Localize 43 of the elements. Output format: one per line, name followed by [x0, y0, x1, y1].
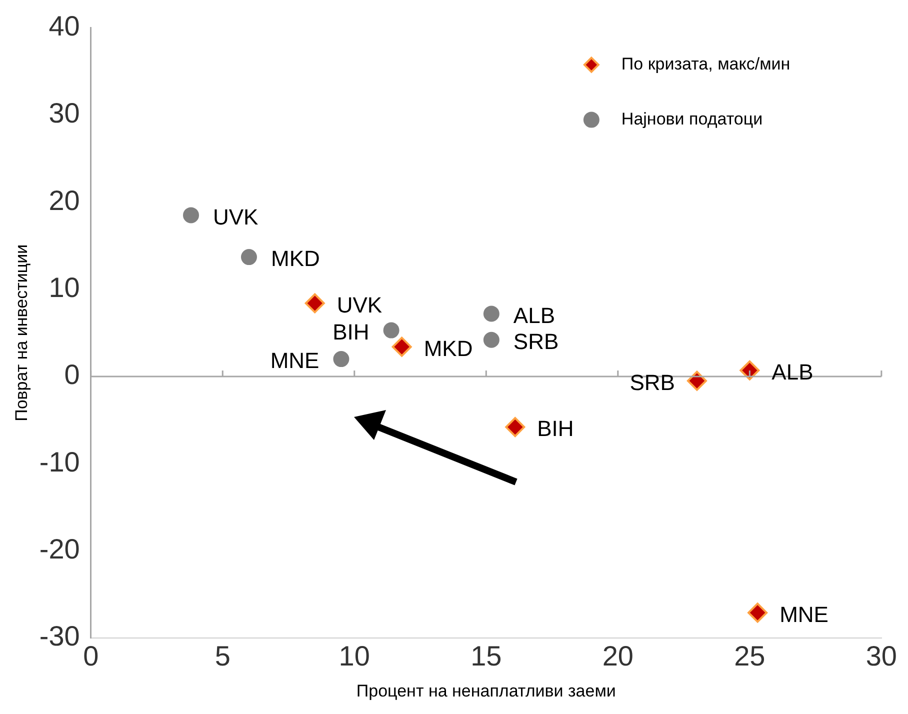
annotation: ALB [513, 302, 556, 328]
annotation: UVK [336, 292, 382, 318]
point [483, 306, 500, 322]
x-tick-label: 10 [338, 640, 370, 672]
y-tick-label: 10 [48, 272, 80, 304]
y-tick-label: -10 [39, 446, 80, 478]
annotation: SRB [630, 370, 675, 395]
point [392, 336, 412, 357]
y-tick-label: 20 [48, 184, 80, 216]
annotation: ALB [772, 359, 814, 384]
x-tick-label: 30 [866, 640, 898, 672]
annotation: MNE [780, 602, 828, 627]
y-tick-label: 30 [48, 98, 80, 129]
point [183, 207, 200, 224]
point [740, 360, 760, 380]
x-tick-label: 15 [470, 640, 502, 672]
legend-label: По кризата, макс/мин [621, 54, 790, 74]
point [240, 249, 257, 266]
annotation: BIH [537, 416, 574, 442]
y-tick-label: 40 [48, 10, 80, 42]
point [304, 293, 325, 314]
annotation: MKD [270, 246, 320, 272]
point [383, 322, 400, 338]
x-tick-label: 5 [214, 640, 230, 672]
annotation: BIH [332, 319, 370, 344]
legend-label: Најнови податоци [621, 109, 763, 128]
annotation: SRB [513, 328, 559, 354]
annotation: MNE [270, 348, 320, 374]
x-tick-label: 20 [602, 640, 634, 672]
x-axis-title: Процент на ненаплатливи заеми [356, 681, 616, 700]
y-tick-label: -20 [39, 534, 80, 565]
point [505, 417, 526, 438]
point [686, 370, 707, 391]
y-tick-label: -30 [39, 620, 80, 652]
annotation: MKD [424, 336, 473, 361]
x-tick-label: 25 [734, 640, 766, 672]
y-tick-label: 0 [64, 359, 80, 390]
point [483, 332, 500, 348]
point [333, 351, 350, 368]
y-axis-title: Поврат на инвестиции [12, 244, 31, 422]
annotation: UVK [213, 204, 259, 230]
x-tick-label: 0 [83, 640, 99, 672]
point [748, 602, 768, 623]
